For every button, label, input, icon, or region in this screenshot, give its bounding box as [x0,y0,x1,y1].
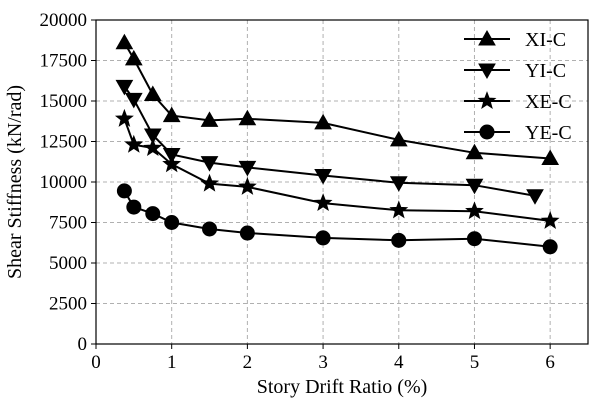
data-point-xe-c [389,200,409,219]
legend-entry-xi-c: XI-C [464,29,566,51]
data-point-xi-c [314,113,332,130]
data-point-ye-c [315,230,331,246]
data-point-xi-c [200,111,219,127]
legend-marker [478,63,496,80]
data-point-xi-c [389,130,408,147]
data-point-yi-c [314,169,332,185]
legend-entry-xe-c: XE-C [464,91,572,113]
legend-marker [478,29,496,46]
data-point-xi-c [143,85,162,101]
data-point-xe-c [465,201,484,220]
y-tick-label: 20000 [40,10,88,31]
data-point-ye-c [391,232,407,248]
data-point-ye-c [145,206,161,222]
data-point-xe-c [540,211,560,229]
data-point-xe-c [143,138,163,157]
data-point-xi-c [124,49,143,66]
legend-label: YI-C [525,60,566,82]
data-point-xi-c [541,149,560,165]
y-axis-title: Shear Stiffness (kN/rad) [4,85,26,279]
data-point-ye-c [116,183,132,199]
x-tick-label: 2 [243,352,253,373]
data-point-yi-c [124,92,143,109]
grid [96,20,588,344]
data-point-ye-c [239,225,255,241]
data-point-yi-c [465,178,484,195]
legend-label: XI-C [525,29,566,51]
y-tick-label: 0 [78,334,88,355]
data-point-xe-c [124,134,144,153]
data-point-ye-c [466,231,482,247]
series-xe-c [114,108,560,229]
data-point-ye-c [164,215,180,230]
x-tick-label: 4 [394,352,404,373]
data-point-xi-c [115,33,134,50]
data-point-xi-c [465,143,484,160]
series-yi-c [115,79,544,205]
data-point-yi-c [526,189,544,205]
legend-entry-yi-c: YI-C [464,60,566,82]
data-point-xe-c [162,154,182,173]
data-point-xe-c [237,176,257,195]
data-point-ye-c [542,239,558,255]
data-point-yi-c [200,156,219,172]
data-point-xe-c [114,108,134,127]
y-tick-label: 2500 [49,294,87,315]
legend-label: YE-C [525,122,572,144]
series-line-yi-c [123,85,536,197]
legend: XI-C YI-C XE-C YE-C [464,29,572,144]
x-axis-title: Story Drift Ratio (%) [257,376,428,398]
y-tick-label: 12500 [40,132,88,153]
y-tick-label: 10000 [40,172,88,193]
x-tick-label: 0 [91,352,101,373]
data-point-xe-c [200,173,219,192]
data-point-ye-c [202,221,218,237]
y-tick-label: 7500 [49,213,87,234]
y-tick-label: 17500 [40,51,88,72]
series-line-ye-c [123,190,551,248]
x-tick-label: 3 [318,352,328,373]
data-point-yi-c [238,160,257,177]
data-point-yi-c [115,79,134,96]
legend-marker [477,91,497,110]
x-tick-label: 6 [545,352,555,373]
data-point-xi-c [238,109,257,126]
data-point-xe-c [313,193,333,212]
ticks: 0 1 2 3 4 5 6 0 2500 5000 7500 10000 12500 15000 17500… [40,10,555,373]
series-line-xi-c [123,42,551,160]
series-ye-c [116,183,558,255]
y-tick-label: 15000 [40,91,88,112]
data-point-xi-c [162,106,181,123]
data-point-ye-c [126,199,142,215]
series-line-xe-c [123,118,551,222]
legend-entry-ye-c: YE-C [464,122,572,144]
legend-label: XE-C [525,91,572,113]
x-tick-label: 5 [470,352,480,373]
legend-marker [479,124,495,140]
data-point-yi-c [143,128,162,145]
data-point-yi-c [389,176,408,192]
series-layer [114,33,560,255]
x-tick-label: 1 [167,352,177,373]
y-tick-label: 5000 [49,253,87,274]
series-xi-c [115,33,560,165]
